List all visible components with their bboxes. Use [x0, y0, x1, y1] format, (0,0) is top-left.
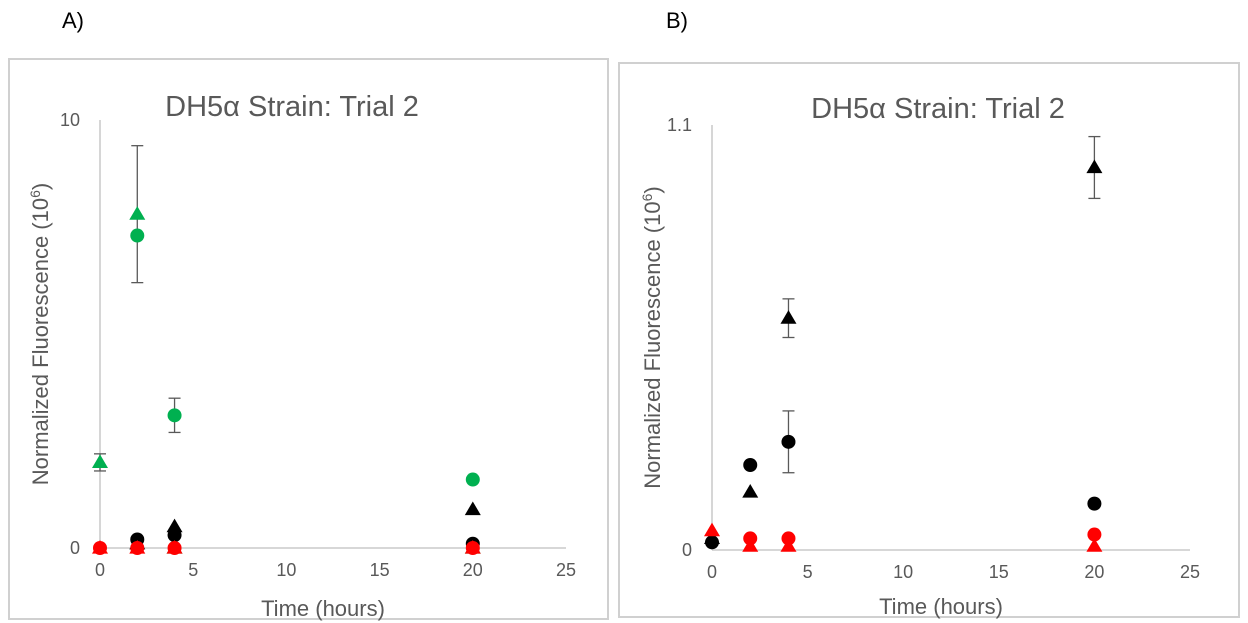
- data-point-circle: [130, 228, 145, 243]
- data-point-triangle: [464, 501, 481, 516]
- data-point-circle: [167, 541, 182, 555]
- x-tick-label: 20: [463, 560, 483, 580]
- y-tick-label: 0: [70, 538, 80, 558]
- x-axis-label: Time (hours): [261, 596, 385, 621]
- data-point-triangle: [166, 518, 183, 533]
- data-point-circle: [130, 541, 145, 555]
- x-tick-label: 10: [893, 562, 913, 582]
- y-tick-label: 1.1: [667, 115, 692, 135]
- data-point-circle: [465, 541, 480, 555]
- x-tick-label: 5: [188, 560, 198, 580]
- data-point-circle: [1087, 527, 1102, 542]
- data-point-circle: [781, 434, 796, 449]
- x-tick-label: 15: [989, 562, 1009, 582]
- data-point-circle: [465, 472, 480, 487]
- data-point-triangle: [129, 206, 146, 220]
- y-axis-label: Normalized Fluorescence (106): [27, 183, 53, 485]
- data-point-triangle: [704, 522, 720, 537]
- data-point-triangle: [1086, 159, 1103, 174]
- x-tick-label: 15: [370, 560, 390, 580]
- panel-b-label: B): [666, 8, 688, 33]
- x-tick-label: 0: [707, 562, 717, 582]
- chart-a: DH5α Strain: Trial 2 0 5 10 15 20 25 0 10 Time (h…: [27, 91, 576, 621]
- data-point-circle: [1087, 496, 1102, 511]
- x-tick-label: 10: [276, 560, 296, 580]
- chart-title: DH5α Strain: Trial 2: [165, 91, 419, 123]
- data-point-circle: [93, 541, 107, 555]
- panel-a-label: A): [62, 8, 84, 33]
- x-tick-label: 0: [95, 560, 105, 580]
- data-point-triangle: [780, 310, 797, 324]
- chart-a-frame: DH5α Strain: Trial 2 0 5 10 15 20 25 0 10 Time (h…: [8, 58, 609, 621]
- data-point-circle: [743, 458, 758, 472]
- x-tick-label: 25: [1180, 562, 1200, 582]
- data-point-circle: [167, 408, 182, 423]
- x-tick-label: 5: [803, 562, 813, 582]
- x-axis-label: Time (hours): [879, 594, 1003, 619]
- x-tick-label: 25: [556, 560, 576, 580]
- data-point-triangle: [92, 454, 108, 468]
- y-axis-label: Normalized Fluorescence (106): [639, 186, 665, 488]
- data-point-circle: [743, 531, 758, 546]
- y-tick-label: 0: [682, 540, 692, 560]
- chart-title: DH5α Strain: Trial 2: [811, 93, 1065, 125]
- data-point-circle: [167, 528, 182, 543]
- data-point-triangle: [1086, 538, 1103, 552]
- data-point-circle: [781, 531, 796, 546]
- y-tick-label: 10: [60, 110, 80, 130]
- data-point-triangle: [742, 484, 759, 498]
- x-tick-label: 20: [1084, 562, 1104, 582]
- chart-b: DH5α Strain: Trial 2 0 5 10 15 20 25 0 1.1 Time (…: [639, 93, 1200, 619]
- data-point-circle: [705, 535, 719, 550]
- chart-b-frame: DH5α Strain: Trial 2 0 5 10 15 20 25 0 1.1 Time (…: [618, 62, 1240, 619]
